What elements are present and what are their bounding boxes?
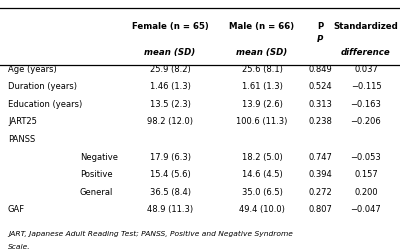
Text: JART25: JART25 [8,117,37,126]
Text: 18.2 (5.0): 18.2 (5.0) [242,153,282,162]
Text: 0.849: 0.849 [308,65,332,74]
Text: 49.4 (10.0): 49.4 (10.0) [239,205,285,214]
Text: mean (SD): mean (SD) [236,48,288,57]
Text: 0.037: 0.037 [354,65,378,74]
Text: P: P [317,22,323,31]
Text: −0.115: −0.115 [351,82,381,91]
Text: Scale.: Scale. [8,244,31,249]
Text: difference: difference [341,48,391,57]
Text: 0.313: 0.313 [308,100,332,109]
Text: 0.272: 0.272 [308,188,332,197]
Text: −0.163: −0.163 [350,100,382,109]
Text: GAF: GAF [8,205,25,214]
Text: 0.200: 0.200 [354,188,378,197]
Text: −0.053: −0.053 [351,153,381,162]
Text: Positive: Positive [80,170,113,179]
Text: 14.6 (4.5): 14.6 (4.5) [242,170,282,179]
Text: PANSS: PANSS [8,135,35,144]
Text: 17.9 (6.3): 17.9 (6.3) [150,153,190,162]
Text: 98.2 (12.0): 98.2 (12.0) [147,117,193,126]
Text: mean (SD): mean (SD) [144,48,196,57]
Text: Education (years): Education (years) [8,100,82,109]
Text: JART, Japanese Adult Reading Test; PANSS, Positive and Negative Syndrome: JART, Japanese Adult Reading Test; PANSS… [8,231,293,237]
Text: 13.5 (2.3): 13.5 (2.3) [150,100,190,109]
Text: 36.5 (8.4): 36.5 (8.4) [150,188,190,197]
Text: Standardized: Standardized [334,22,398,31]
Text: 13.9 (2.6): 13.9 (2.6) [242,100,282,109]
Text: P: P [317,35,323,44]
Text: Male (n = 66): Male (n = 66) [230,22,294,31]
Text: Negative: Negative [80,153,118,162]
Text: 15.4 (5.6): 15.4 (5.6) [150,170,190,179]
Text: Duration (years): Duration (years) [8,82,77,91]
Text: 35.0 (6.5): 35.0 (6.5) [242,188,282,197]
Text: 100.6 (11.3): 100.6 (11.3) [236,117,288,126]
Text: 0.157: 0.157 [354,170,378,179]
Text: Age (years): Age (years) [8,65,57,74]
Text: 25.6 (8.1): 25.6 (8.1) [242,65,282,74]
Text: 1.61 (1.3): 1.61 (1.3) [242,82,282,91]
Text: 1.46 (1.3): 1.46 (1.3) [150,82,190,91]
Text: 0.394: 0.394 [308,170,332,179]
Text: 0.524: 0.524 [308,82,332,91]
Text: 0.238: 0.238 [308,117,332,126]
Text: −0.047: −0.047 [351,205,381,214]
Text: 25.9 (8.2): 25.9 (8.2) [150,65,190,74]
Text: Female (n = 65): Female (n = 65) [132,22,208,31]
Text: General: General [80,188,113,197]
Text: 48.9 (11.3): 48.9 (11.3) [147,205,193,214]
Text: 0.807: 0.807 [308,205,332,214]
Text: −0.206: −0.206 [351,117,381,126]
Text: 0.747: 0.747 [308,153,332,162]
